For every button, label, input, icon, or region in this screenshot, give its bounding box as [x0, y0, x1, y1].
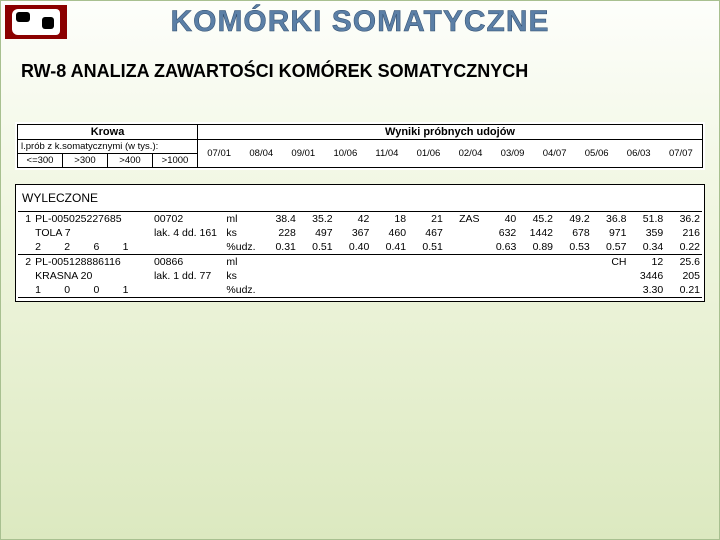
section-label: WYLECZONE [18, 189, 702, 211]
logo [5, 5, 67, 39]
main-title: KOMÓRKI SOMATYCZNE [1, 1, 719, 39]
header-table-wrap: Krowa Wyniki próbnych udojów l.prób z k.… [15, 122, 705, 170]
data-table: 1 PL-005025227685 00702 ml 38.4 35.2 42 … [18, 211, 702, 299]
hdr-sub-left: l.prób z k.somatycznymi (w tys.): [18, 140, 198, 154]
subtitle: RW-8 ANALIZA ZAWARTOŚCI KOMÓREK SOMATYCZ… [1, 39, 719, 92]
header-table: Krowa Wyniki próbnych udojów l.prób z k.… [17, 124, 703, 168]
cow-icon [12, 9, 60, 35]
hdr-krowa: Krowa [18, 125, 198, 140]
data-section: WYLECZONE 1 PL-005025227685 00702 ml 38.… [15, 184, 705, 302]
hdr-wyniki: Wyniki próbnych udojów [198, 125, 703, 140]
